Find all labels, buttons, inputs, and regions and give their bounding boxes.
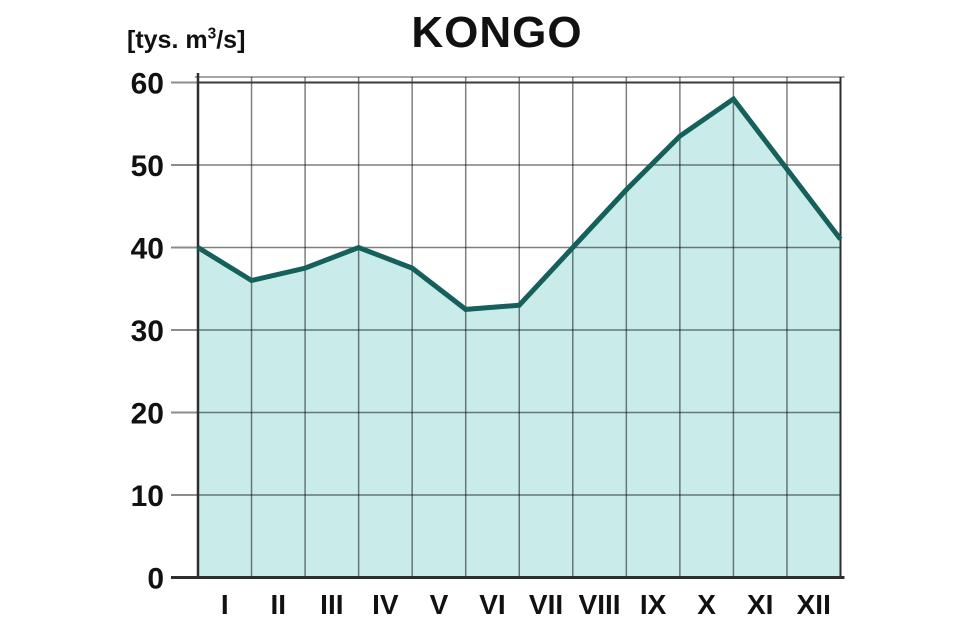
x-tick-label: V xyxy=(430,589,449,620)
x-tick-label: X xyxy=(697,589,716,620)
y-axis-unit-label: [tys. m3/s] xyxy=(127,26,245,55)
unit-superscript: 3 xyxy=(207,25,217,43)
y-tick-label: 30 xyxy=(131,315,164,348)
x-tick-label: XI xyxy=(747,589,773,620)
x-tick-label: III xyxy=(320,589,343,620)
x-tick-label: XII xyxy=(797,589,831,620)
x-tick-label: VI xyxy=(479,589,505,620)
x-tick-label: VII xyxy=(529,589,563,620)
y-tick-label: 50 xyxy=(131,150,164,183)
x-tick-label: VIII xyxy=(579,589,621,620)
y-tick-label: 0 xyxy=(147,563,164,596)
data-line xyxy=(196,95,843,312)
y-tick-label: 60 xyxy=(131,68,164,101)
y-tick-label: 20 xyxy=(131,398,164,431)
y-tick-label: 10 xyxy=(131,480,164,513)
x-tick-label: I xyxy=(221,589,229,620)
x-tick-label: IV xyxy=(372,589,399,620)
unit-text-suffix: /s] xyxy=(216,26,246,54)
x-tick-label: IX xyxy=(640,589,667,620)
x-tick-label: II xyxy=(271,589,287,620)
unit-text-prefix: [tys. m xyxy=(127,26,208,54)
y-tick-label: 40 xyxy=(131,233,164,266)
chart-title: KONGO xyxy=(411,8,583,57)
